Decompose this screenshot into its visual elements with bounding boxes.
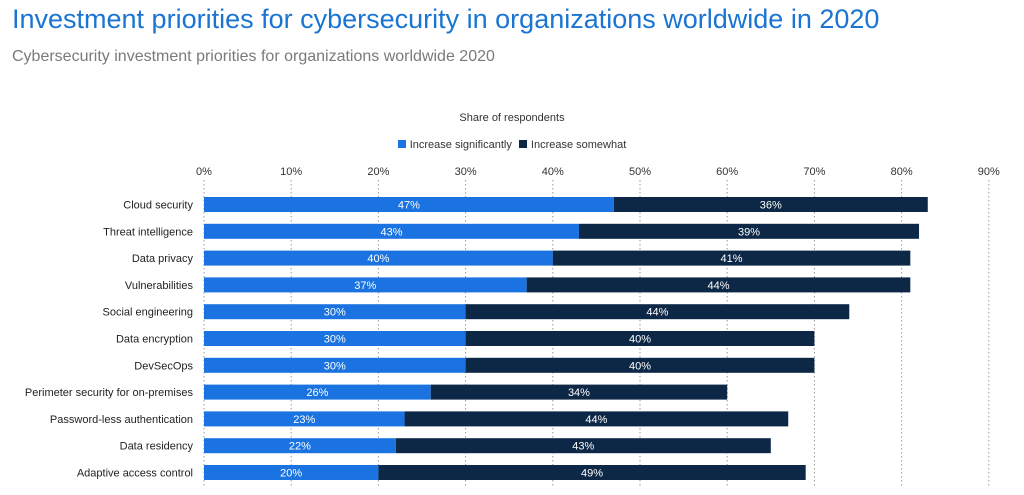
data-label: 30% xyxy=(324,307,346,319)
category-label: Threat intelligence xyxy=(103,226,193,238)
chart-subtitle: Cybersecurity investment priorities for … xyxy=(12,48,495,65)
legend-item-increase-somewhat[interactable]: Increase somewhat xyxy=(518,139,627,151)
bar-increase-significantly xyxy=(204,411,405,427)
x-tick-label: 80% xyxy=(891,166,913,178)
data-label: 44% xyxy=(646,307,668,319)
x-tick-label: 30% xyxy=(455,166,477,178)
category-label: Social engineering xyxy=(102,307,193,319)
data-label: 23% xyxy=(293,414,315,426)
data-label: 44% xyxy=(585,414,607,426)
legend-swatch-increase-significantly xyxy=(397,140,406,148)
bar-increase-significantly xyxy=(204,250,553,266)
category-label: Data privacy xyxy=(132,253,194,265)
bar-increase-somewhat xyxy=(613,197,928,212)
data-label: 43% xyxy=(572,441,594,453)
data-label: 34% xyxy=(568,387,590,399)
data-label: 43% xyxy=(380,226,402,238)
bar-increase-somewhat xyxy=(378,465,806,480)
chart-title: Investment priorities for cybersecurity … xyxy=(12,4,880,34)
data-label: 20% xyxy=(280,468,302,480)
x-tick-label: 90% xyxy=(978,166,1000,178)
legend-label-increase-somewhat: Increase somewhat xyxy=(530,139,627,151)
bar-increase-significantly xyxy=(204,197,614,212)
data-label: 49% xyxy=(581,468,603,480)
data-label: 40% xyxy=(367,253,389,265)
legend-label-increase-significantly: Increase significantly xyxy=(409,139,512,151)
x-tick-label: 20% xyxy=(367,166,389,178)
data-label: 40% xyxy=(629,334,651,346)
bar-increase-significantly xyxy=(204,304,466,320)
category-label: Perimeter security for on-premises xyxy=(25,387,194,399)
data-label: 37% xyxy=(354,280,376,292)
bar-increase-somewhat xyxy=(465,357,815,373)
bar-increase-somewhat xyxy=(430,384,728,400)
bar-increase-significantly xyxy=(204,223,579,239)
data-label: 41% xyxy=(721,253,743,265)
bar-increase-significantly xyxy=(204,331,466,346)
bar-increase-somewhat xyxy=(552,250,911,266)
bar-increase-somewhat xyxy=(465,304,850,320)
category-label: Cloud security xyxy=(123,200,193,212)
data-label: 22% xyxy=(289,441,311,453)
x-tick-label: 0% xyxy=(196,166,212,178)
bar-increase-somewhat xyxy=(578,223,920,239)
data-label: 39% xyxy=(738,226,760,238)
data-label: 40% xyxy=(629,360,651,372)
category-label: Data encryption xyxy=(116,334,193,346)
x-tick-label: 60% xyxy=(716,166,738,178)
x-tick-label: 50% xyxy=(629,166,651,178)
data-label: 47% xyxy=(398,200,420,212)
category-label: Vulnerabilities xyxy=(125,280,194,292)
bar-increase-somewhat xyxy=(404,411,789,427)
x-tick-label: 40% xyxy=(542,166,564,178)
bar-increase-somewhat xyxy=(526,277,911,293)
bar-increase-significantly xyxy=(204,465,379,480)
axis-title: Share of respondents xyxy=(459,112,565,124)
bar-increase-significantly xyxy=(204,384,431,400)
x-tick-label: 10% xyxy=(280,166,302,178)
legend-item-increase-significantly[interactable]: Increase significantly xyxy=(397,139,512,151)
bar-increase-somewhat xyxy=(395,438,771,454)
legend: Increase significantly Increase somewhat xyxy=(0,139,1024,151)
data-label: 30% xyxy=(324,334,346,346)
bar-increase-significantly xyxy=(204,438,396,454)
x-tick-label: 70% xyxy=(803,166,825,178)
category-label: Data residency xyxy=(120,441,194,453)
legend-swatch-increase-somewhat xyxy=(518,140,527,148)
bar-increase-somewhat xyxy=(465,331,815,346)
category-label: Password-less authentication xyxy=(50,414,193,426)
category-label: Adaptive access control xyxy=(77,468,193,480)
data-label: 30% xyxy=(324,360,346,372)
data-label: 26% xyxy=(306,387,328,399)
category-label: DevSecOps xyxy=(134,360,193,372)
data-label: 36% xyxy=(760,200,782,212)
bar-increase-significantly xyxy=(204,277,527,293)
data-label: 44% xyxy=(707,280,729,292)
bar-increase-significantly xyxy=(204,357,466,373)
